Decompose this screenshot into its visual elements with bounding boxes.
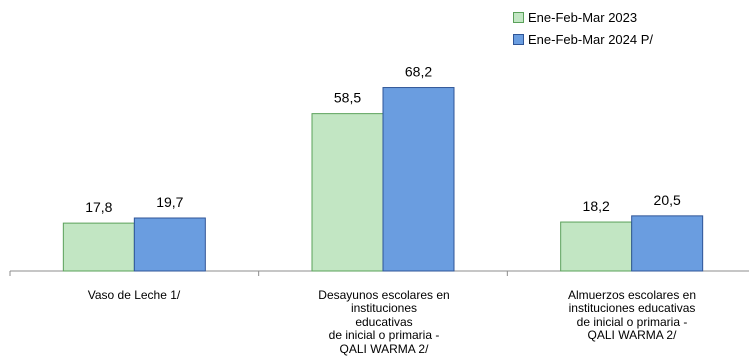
bar-series-2-category-1: [133, 217, 206, 272]
legend-item-2023: Ene-Feb-Mar 2023: [513, 6, 653, 28]
bar-series-1-category-3: [560, 221, 633, 272]
bar-series-1-category-1: [62, 222, 135, 272]
data-label-series-1-category-3: 18,2: [583, 198, 610, 214]
data-label-series-1-category-1: 17,8: [85, 199, 112, 215]
legend-label-2023: Ene-Feb-Mar 2023: [528, 9, 638, 25]
category-label-desayunos: Desayunos escolares en instituciones edu…: [318, 288, 450, 356]
legend: Ene-Feb-Mar 2023 Ene-Feb-Mar 2024 P/: [513, 6, 653, 50]
category-label-almuerzos: Almuerzos escolares en instituciones edu…: [567, 288, 697, 343]
legend-swatch-2023: [513, 11, 524, 23]
data-label-series-2-category-2: 68,2: [405, 64, 432, 80]
category-label-vaso-de-leche: Vaso de Leche 1/: [87, 288, 181, 302]
data-label-series-1-category-2: 58,5: [334, 90, 361, 106]
legend-label-2024: Ene-Feb-Mar 2024 P/: [528, 31, 654, 47]
legend-swatch-2024: [513, 33, 524, 45]
bar-series-1-category-2: [311, 113, 384, 272]
bar-series-2-category-3: [631, 215, 704, 272]
data-label-series-2-category-1: 19,7: [156, 194, 183, 210]
bar-series-2-category-2: [382, 87, 455, 272]
data-label-series-2-category-3: 20,5: [654, 192, 681, 208]
legend-item-2024: Ene-Feb-Mar 2024 P/: [513, 28, 653, 50]
